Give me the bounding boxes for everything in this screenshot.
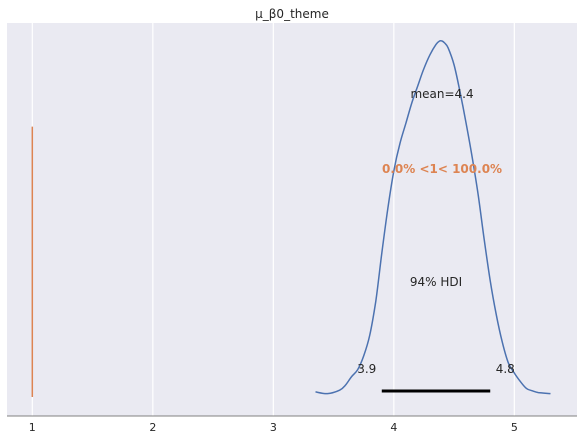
hdi-low-label: 3.9 (357, 362, 376, 376)
x-tick-label: 4 (390, 421, 397, 434)
hdi-high-label: 4.8 (496, 362, 515, 376)
reference-annotation: 0.0% <1< 100.0% (382, 162, 502, 176)
x-tick-label: 2 (149, 421, 156, 434)
x-axis-ticks: 1 2 3 4 5 (29, 421, 518, 434)
x-tick-label: 3 (270, 421, 277, 434)
density-curve (315, 39, 551, 395)
hdi-label: 94% HDI (410, 275, 462, 289)
x-tick-label: 1 (29, 421, 36, 434)
x-tick-label: 5 (511, 421, 518, 434)
mean-label: mean=4.4 (410, 87, 473, 101)
chart-title: μ_β0_theme (255, 7, 329, 21)
plot-area (7, 23, 577, 416)
